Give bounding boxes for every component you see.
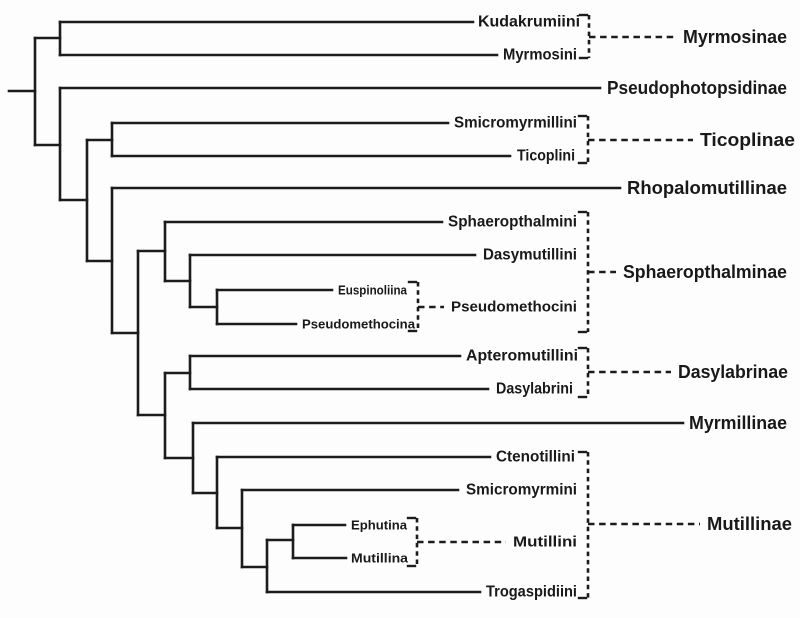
group-label-ticoplinae: Ticoplinae [700, 130, 795, 150]
group-label-myrmosinae: Myrmosinae [683, 27, 787, 47]
tip-label-pseudomethocina: Pseudomethocina [302, 317, 416, 332]
group-label-sphaeropthalminae: Sphaeropthalminae [623, 262, 787, 282]
tip-label-dasymutillini: Dasymutillini [483, 247, 577, 264]
tip-label-rhopalomutillinae: Rhopalomutillinae [627, 178, 787, 198]
tip-label-dasylabrini: Dasylabrini [496, 381, 573, 398]
tip-label-mutillina: Mutillina [351, 551, 409, 566]
group-label-pseudomethocini: Pseudomethocini [451, 299, 577, 316]
group-label-dasylabrinae: Dasylabrinae [678, 362, 788, 382]
tip-label-myrmosini: Myrmosini [503, 47, 577, 64]
tip-label-smicromyrmillini: Smicromyrmillini [454, 115, 577, 132]
tip-label-ctenotillini: Ctenotillini [496, 449, 575, 466]
tip-label-smicromyrmini: Smicromyrmini [466, 482, 577, 499]
tip-label-apteromutillini: Apteromutillini [466, 348, 578, 365]
tip-label-ephutina: Ephutina [351, 518, 408, 533]
group-label-mutillinae: Mutillinae [707, 514, 792, 534]
tip-label-myrmillinae: Myrmillinae [689, 413, 787, 433]
tip-label-ticoplini: Ticoplini [517, 148, 575, 165]
group-label-mutillini: Mutillini [513, 534, 577, 551]
tip-label-sphaeropthalmini: Sphaeropthalmini [448, 214, 577, 231]
tip-label-kudakrumiini: Kudakrumiini [478, 14, 580, 31]
tip-label-pseudophotopsidinae: Pseudophotopsidinae [607, 78, 787, 98]
tip-label-trogaspidiini: Trogaspidiini [486, 584, 577, 601]
tip-label-euspinoliina: Euspinoliina [338, 283, 408, 298]
